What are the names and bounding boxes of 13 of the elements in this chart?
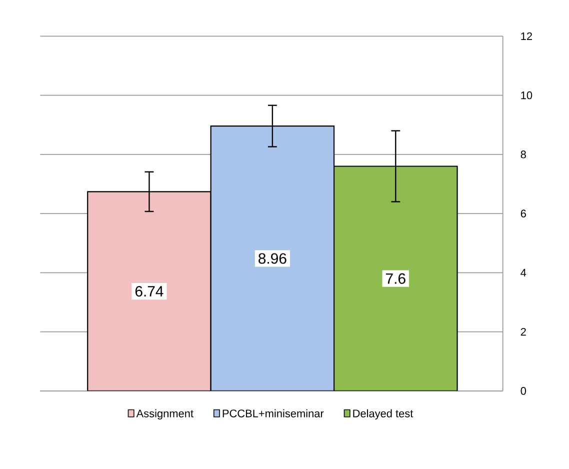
legend-label: PCCBL+miniseminar	[222, 409, 324, 418]
data-label: 6.74	[135, 286, 164, 297]
data-label: 7.6	[386, 273, 406, 284]
y-tick-label: 2	[520, 328, 526, 336]
y-tick-label: 6	[520, 210, 526, 218]
legend-label: Assignment	[136, 409, 194, 420]
data-label: 8.96	[258, 253, 286, 264]
legend-label: Delayed test	[353, 409, 414, 420]
y-tick-label: 4	[520, 268, 526, 276]
y-tick-label: 0	[520, 387, 526, 395]
y-tick-label: 8	[520, 150, 526, 158]
y-tick-label: 10	[521, 91, 532, 100]
y-tick-label: 12	[521, 32, 532, 40]
